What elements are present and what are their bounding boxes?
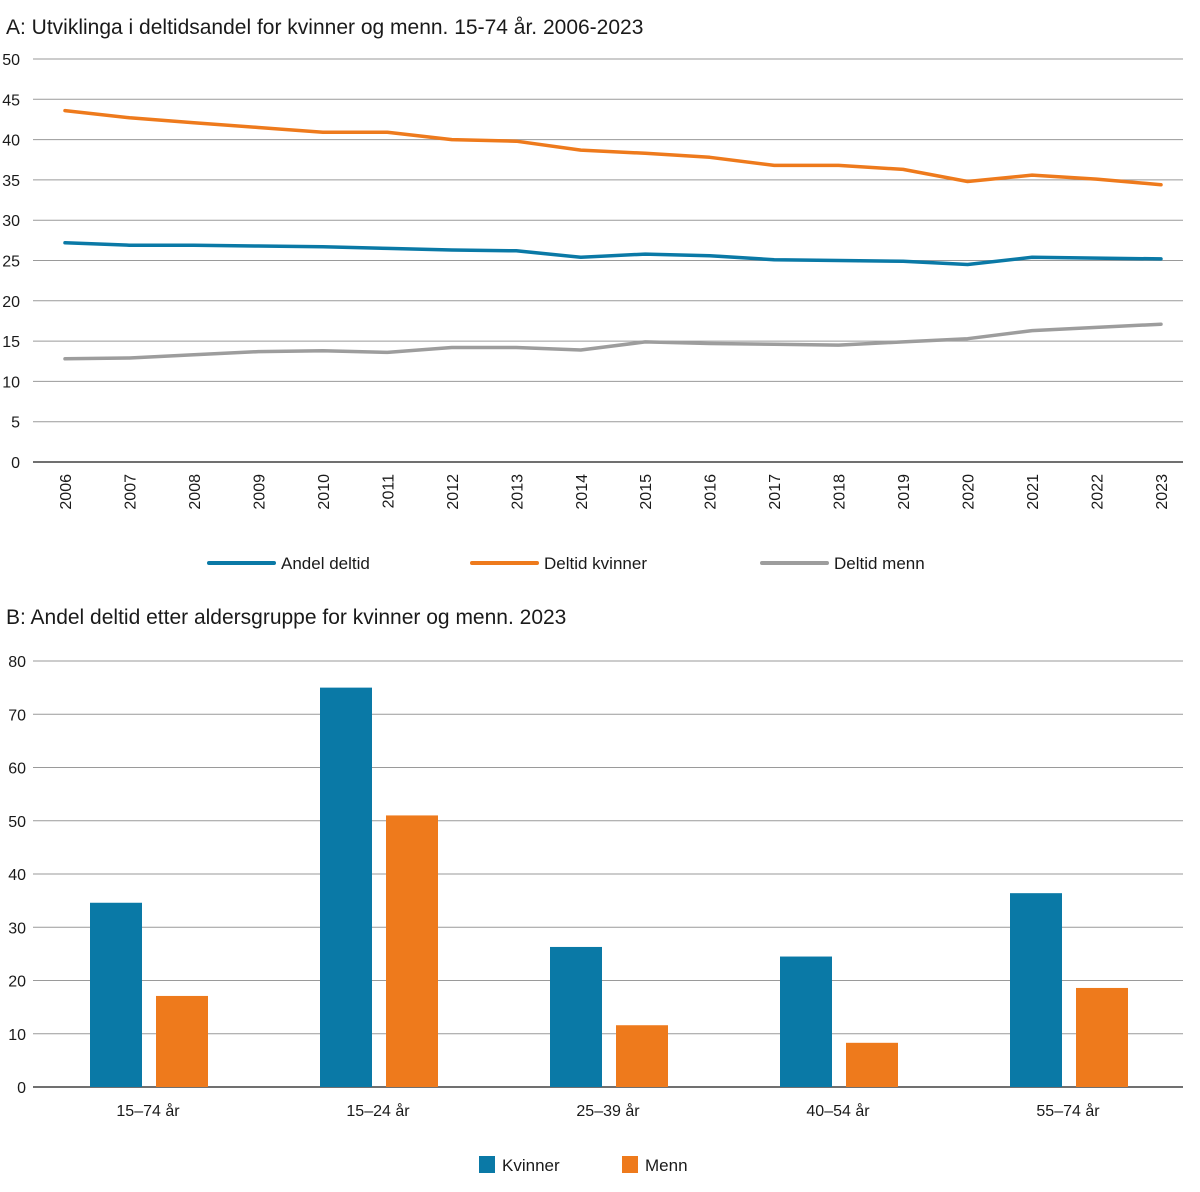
a-x-tick-label: 2013 — [509, 474, 526, 510]
a-legend-label: Deltid menn — [834, 554, 925, 573]
a-series-line-andel-deltid — [63, 241, 1163, 267]
a-x-tick-label: 2017 — [767, 474, 784, 510]
b-x-tick-label: 15–74 år — [116, 1102, 180, 1120]
a-legend-label: Deltid kvinner — [544, 554, 647, 573]
b-x-tick-label: 40–54 år — [806, 1102, 870, 1120]
b-y-tick-label: 60 — [8, 761, 26, 778]
a-x-tick-label: 2011 — [380, 474, 397, 509]
a-y-tick-label: 45 — [2, 92, 20, 109]
a-series-line-deltid-kvinner — [63, 108, 1163, 187]
b-bar-kvinner — [320, 687, 372, 1087]
a-x-tick-label: 2019 — [896, 474, 913, 510]
a-y-tick-label: 25 — [2, 254, 20, 271]
a-y-tick-label: 20 — [2, 294, 20, 311]
b-bar-menn — [846, 1042, 898, 1087]
a-x-tick-label: 2014 — [574, 474, 591, 510]
b-y-tick-label: 0 — [17, 1080, 26, 1097]
a-x-tick-label: 2021 — [1025, 474, 1042, 510]
b-legend-label: Menn — [645, 1156, 688, 1175]
b-y-tick-label: 20 — [8, 974, 26, 991]
b-legend-swatch — [622, 1156, 638, 1173]
b-y-tick-label: 50 — [8, 814, 26, 831]
a-x-tick-label: 2016 — [703, 474, 720, 510]
b-y-tick-label: 40 — [8, 867, 26, 884]
a-x-tick-label: 2020 — [961, 474, 978, 510]
a-y-tick-label: 15 — [2, 334, 20, 351]
b-x-tick-label: 15–24 år — [346, 1102, 410, 1120]
a-legend-label: Andel deltid — [281, 554, 370, 573]
b-bar-kvinner — [1010, 893, 1062, 1087]
b-bar-kvinner — [550, 946, 602, 1087]
a-y-tick-label: 40 — [2, 133, 20, 150]
a-x-tick-label: 2018 — [832, 474, 849, 510]
b-y-tick-label: 30 — [8, 920, 26, 937]
a-y-tick-label: 5 — [11, 415, 20, 432]
a-x-tick-label: 2007 — [122, 474, 139, 510]
b-y-tick-label: 70 — [8, 707, 26, 724]
a-x-tick-label: 2010 — [316, 474, 333, 510]
a-x-tick-label: 2009 — [251, 474, 268, 510]
a-x-tick-label: 2006 — [58, 474, 75, 510]
b-y-tick-label: 80 — [8, 654, 26, 671]
b-legend-label: Kvinner — [502, 1156, 560, 1175]
chart-a-title: A: Utviklinga i deltidsandel for kvinner… — [6, 16, 644, 39]
a-y-tick-label: 10 — [2, 374, 20, 391]
a-y-tick-label: 0 — [11, 455, 20, 472]
a-series-line-deltid-menn — [63, 322, 1163, 361]
b-bar-menn — [1076, 987, 1128, 1087]
a-y-tick-label: 30 — [2, 213, 20, 230]
b-bar-kvinner — [90, 902, 142, 1087]
a-y-tick-label: 50 — [2, 52, 20, 69]
b-bar-kvinner — [780, 956, 832, 1087]
b-bar-menn — [156, 995, 208, 1087]
b-x-tick-label: 55–74 år — [1036, 1102, 1100, 1120]
b-x-tick-label: 25–39 år — [576, 1102, 640, 1120]
b-bar-menn — [616, 1025, 668, 1087]
b-legend-swatch — [479, 1156, 495, 1173]
a-x-tick-label: 2015 — [638, 474, 655, 510]
a-y-tick-label: 35 — [2, 173, 20, 190]
chart-b-title: B: Andel deltid etter aldersgruppe for k… — [6, 606, 567, 629]
a-x-tick-label: 2012 — [445, 474, 462, 510]
a-x-tick-label: 2008 — [187, 474, 204, 510]
b-y-tick-label: 10 — [8, 1027, 26, 1044]
a-x-tick-label: 2023 — [1154, 474, 1171, 510]
a-x-tick-label: 2022 — [1090, 474, 1107, 510]
b-bar-menn — [386, 815, 438, 1087]
